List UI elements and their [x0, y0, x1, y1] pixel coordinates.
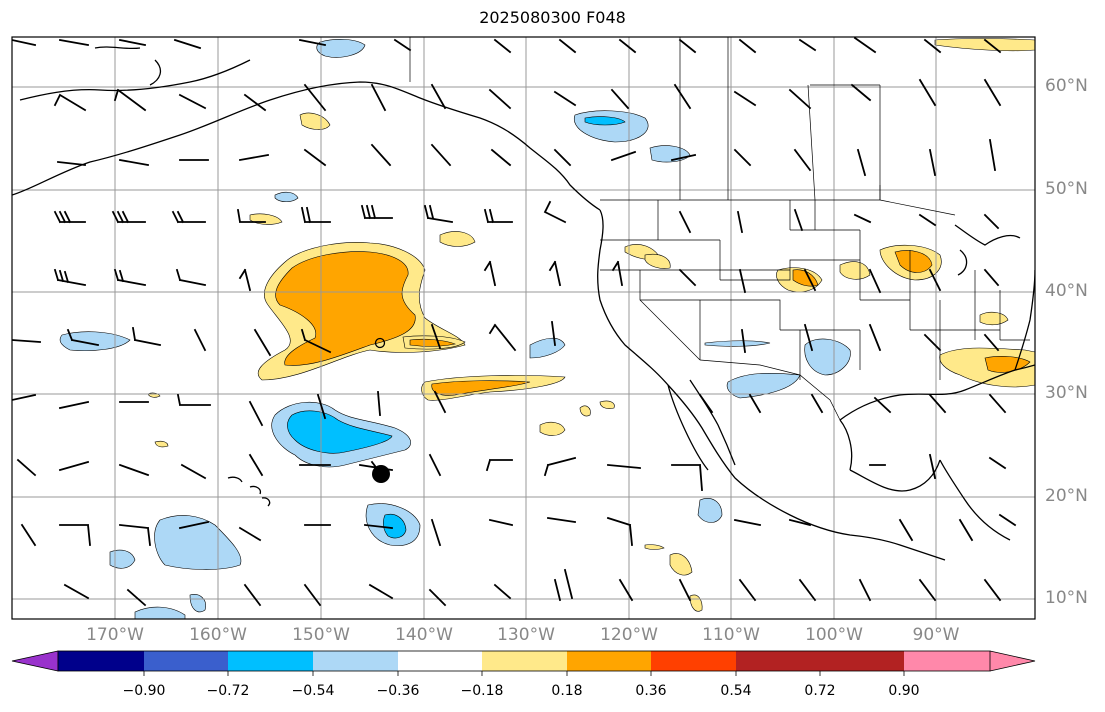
colorbar-tick-label: −0.90	[122, 683, 166, 699]
reference-point-marker	[374, 337, 386, 349]
graticule	[12, 37, 1035, 619]
colorbar-bin-6	[482, 651, 567, 671]
lat-label-30n: 30°N	[1045, 383, 1088, 403]
colorbar	[11, 650, 1036, 676]
lat-label-20n: 20°N	[1045, 486, 1088, 506]
lon-label-90w: 90°W	[912, 625, 960, 645]
colorbar-tick-label: 0.72	[804, 683, 836, 699]
colorbar-tick-label: −0.18	[460, 683, 504, 699]
lat-label-40n: 40°N	[1045, 281, 1088, 301]
colorbar-bin-7	[567, 651, 651, 671]
political-borders	[409, 37, 1030, 421]
lon-label-120w: 120°W	[600, 625, 658, 645]
colorbar-bin-5	[398, 651, 482, 671]
colorbar-tick-label: 0.90	[888, 683, 920, 699]
colorbar-tick-label: 0.18	[551, 683, 583, 699]
colorbar-tick-label: 0.36	[635, 683, 667, 699]
lon-label-150w: 150°W	[292, 625, 350, 645]
lat-label-60n: 60°N	[1045, 76, 1088, 96]
wind-barbs	[12, 37, 1017, 607]
lon-label-170w: 170°W	[86, 625, 144, 645]
colorbar-extend-min	[11, 650, 59, 672]
lat-label-50n: 50°N	[1045, 179, 1088, 199]
lon-label-160w: 160°W	[189, 625, 247, 645]
colorbar-tick-label: 0.54	[720, 683, 752, 699]
storm-center-marker	[372, 465, 390, 483]
colorbar-tick-label: −0.72	[206, 683, 250, 699]
lon-label-140w: 140°W	[395, 625, 453, 645]
lon-label-100w: 100°W	[805, 625, 863, 645]
colorbar-bin-8	[651, 651, 736, 671]
colorbar-bin-1	[58, 651, 144, 671]
anomaly-shading	[59, 38, 1035, 619]
lon-label-110w: 110°W	[702, 625, 760, 645]
coastlines	[12, 46, 1035, 561]
colorbar-bin-3	[228, 651, 313, 671]
colorbar-bin-2	[144, 651, 228, 671]
colorbar-bin-4	[313, 651, 398, 671]
colorbar-arrow-outline	[989, 650, 1036, 672]
colorbar-tick-label: −0.54	[291, 683, 335, 699]
colorbar-extend-max	[904, 651, 1035, 671]
colorbar-frame	[57, 650, 991, 672]
colorbar-tick-label: −0.36	[376, 683, 420, 699]
colorbar-bin-9	[736, 651, 820, 671]
map-content	[12, 37, 1035, 619]
colorbar-bin-10	[820, 651, 904, 671]
lat-label-10n: 10°N	[1045, 588, 1088, 608]
map-title: 2025080300 F048	[479, 8, 626, 27]
positive-anomaly-core	[275, 251, 416, 366]
map-frame	[11, 36, 1036, 620]
lon-label-130w: 130°W	[497, 625, 555, 645]
